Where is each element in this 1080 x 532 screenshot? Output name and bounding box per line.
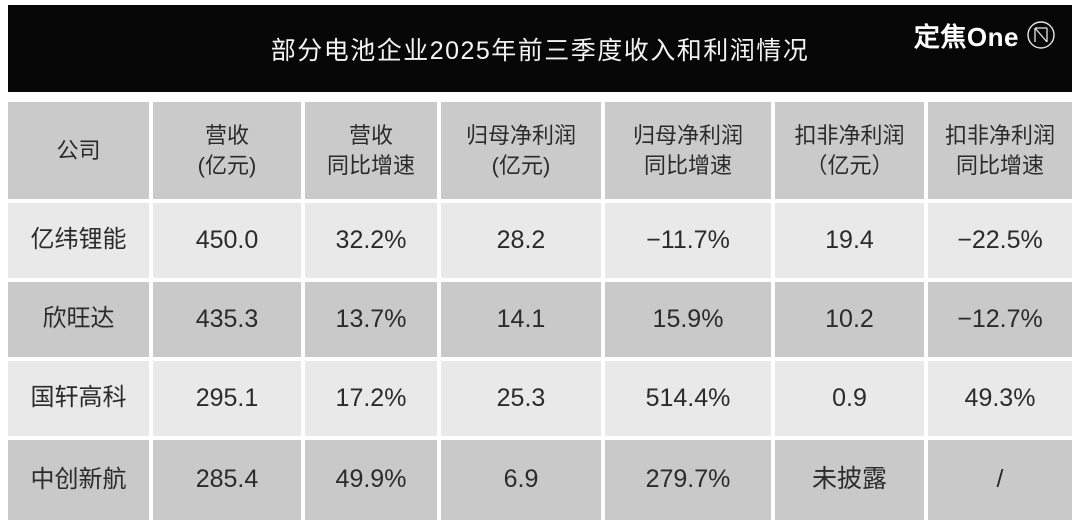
col-header-non-gaap-profit: 扣非净利润 （亿元） — [775, 102, 924, 199]
header-line: （亿元） — [805, 152, 894, 178]
header-line: 归母净利润 — [632, 122, 743, 148]
title-banner: 部分电池企业2025年前三季度收入和利润情况 定焦One — [8, 5, 1072, 92]
table-cell: 13.7% — [305, 282, 437, 357]
table-cell: 15.9% — [605, 282, 771, 357]
header-line: (亿元) — [491, 152, 551, 178]
table-cell: 0.9 — [775, 361, 924, 436]
header-line: 营收 — [348, 122, 393, 148]
table-cell: 14.1 — [441, 282, 601, 357]
table-cell: 未披露 — [775, 440, 924, 520]
table-cell: 10.2 — [775, 282, 924, 357]
table-cell-company: 中创新航 — [8, 440, 149, 520]
table-cell: −22.5% — [928, 203, 1072, 278]
table-cell: 19.4 — [775, 203, 924, 278]
header-line: 同比增速 — [643, 152, 732, 178]
table-cell: 49.9% — [305, 440, 437, 520]
header-line: 营收 — [204, 122, 249, 148]
col-header-revenue: 营收 (亿元) — [153, 102, 301, 199]
table-cell: 25.3 — [441, 361, 601, 436]
col-header-net-profit-yoy: 归母净利润 同比增速 — [605, 102, 771, 199]
table-cell: 285.4 — [153, 440, 301, 520]
table-cell-company: 亿纬锂能 — [8, 203, 149, 278]
table-cell: −11.7% — [605, 203, 771, 278]
col-header-company: 公司 — [8, 102, 149, 199]
table-cell: −12.7% — [928, 282, 1072, 357]
brand-name: 定焦One — [913, 21, 1019, 52]
table-cell-company: 国轩高科 — [8, 361, 149, 436]
table-cell: 435.3 — [153, 282, 301, 357]
table-cell: 17.2% — [305, 361, 437, 436]
table-cell-company: 欣旺达 — [8, 282, 149, 357]
header-line: 扣非净利润 — [944, 122, 1055, 148]
header-line: 公司 — [56, 137, 101, 163]
header-line: 同比增速 — [326, 152, 415, 178]
header-line: (亿元) — [197, 152, 257, 178]
table-cell: 28.2 — [441, 203, 601, 278]
table-cell: 6.9 — [441, 440, 601, 520]
table-cell: 514.4% — [605, 361, 771, 436]
table-cell: / — [928, 440, 1072, 520]
table-cell: 295.1 — [153, 361, 301, 436]
col-header-revenue-yoy: 营收 同比增速 — [305, 102, 437, 199]
header-line: 扣非净利润 — [794, 122, 905, 148]
table-cell: 49.3% — [928, 361, 1072, 436]
circle-n-logo-icon — [1027, 21, 1055, 49]
table-cell: 279.7% — [605, 440, 771, 520]
brand-mark: 定焦One — [914, 5, 1058, 65]
header-line: 同比增速 — [955, 152, 1044, 178]
table-cell: 450.0 — [153, 203, 301, 278]
table-cell: 32.2% — [305, 203, 437, 278]
battery-companies-table: 公司 营收 (亿元) 营收同比增速 归母净利润 (亿元) 归母净利润同比增速 扣非净… — [8, 102, 1072, 520]
header-line: 归母净利润 — [465, 122, 576, 148]
page-title: 部分电池企业2025年前三季度收入和利润情况 — [270, 36, 810, 65]
col-header-non-gaap-yoy: 扣非净利润 同比增速 — [928, 102, 1072, 199]
col-header-net-profit: 归母净利润 (亿元) — [441, 102, 601, 199]
